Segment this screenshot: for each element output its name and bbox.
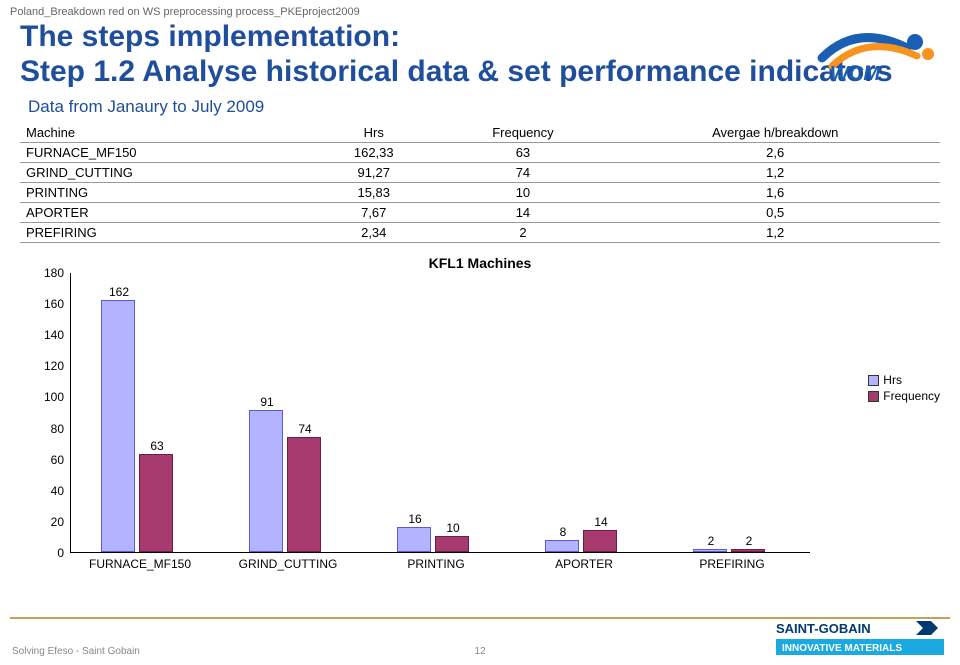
y-tick-label: 40: [20, 484, 64, 498]
table-cell: GRIND_CUTTING: [20, 163, 312, 183]
bar: 2: [731, 549, 765, 552]
bar: 63: [139, 454, 173, 552]
x-category-label: GRIND_CUTTING: [214, 557, 362, 571]
y-tick-label: 60: [20, 453, 64, 467]
y-tick-label: 180: [20, 266, 64, 280]
x-category-label: FURNACE_MF150: [66, 557, 214, 571]
chart-title: KFL1 Machines: [0, 255, 960, 271]
table-cell: 0,5: [610, 203, 940, 223]
chart-plot: 162639174161081422: [70, 273, 810, 553]
bar-value-label: 91: [250, 395, 284, 409]
bar: 8: [545, 540, 579, 552]
table-row: FURNACE_MF150162,33632,6: [20, 143, 940, 163]
table-row: APORTER7,67140,5: [20, 203, 940, 223]
bar: 2: [693, 549, 727, 552]
y-tick-label: 0: [20, 546, 64, 560]
x-category-label: PREFIRING: [658, 557, 806, 571]
data-table: MachineHrsFrequencyAvergae h/breakdown F…: [20, 123, 940, 243]
table-cell: 1,2: [610, 223, 940, 243]
bar-value-label: 63: [140, 439, 174, 453]
bar: 162: [101, 300, 135, 552]
table-cell: 74: [435, 163, 610, 183]
header-path: Poland_Breakdown red on WS preprocessing…: [0, 0, 960, 18]
saint-gobain-logo: SAINT-GOBAIN INNOVATIVE MATERIALS: [776, 619, 946, 659]
bar-value-label: 10: [436, 521, 470, 535]
bar: 74: [287, 437, 321, 552]
table-cell: PRINTING: [20, 183, 312, 203]
bar-value-label: 74: [288, 422, 322, 436]
y-tick-label: 20: [20, 515, 64, 529]
table-header: Frequency: [435, 123, 610, 143]
data-table-wrap: MachineHrsFrequencyAvergae h/breakdown F…: [0, 123, 960, 249]
bar: 14: [583, 530, 617, 552]
table-cell: 2: [435, 223, 610, 243]
table-cell: 14: [435, 203, 610, 223]
table-header: Avergae h/breakdown: [610, 123, 940, 143]
legend-label: Hrs: [883, 373, 902, 387]
bar: 91: [249, 410, 283, 552]
legend-swatch: [868, 391, 879, 402]
chart-legend: Hrs Frequency: [868, 373, 940, 405]
bar: 16: [397, 527, 431, 552]
bar-value-label: 2: [732, 534, 766, 548]
y-tick-label: 140: [20, 328, 64, 342]
y-tick-label: 160: [20, 297, 64, 311]
table-row: GRIND_CUTTING91,27741,2: [20, 163, 940, 183]
table-cell: 7,67: [312, 203, 435, 223]
table-row: PRINTING15,83101,6: [20, 183, 940, 203]
bar-value-label: 16: [398, 512, 432, 526]
legend-item: Frequency: [868, 389, 940, 403]
table-cell: 2,34: [312, 223, 435, 243]
legend-item: Hrs: [868, 373, 940, 387]
y-tick-label: 120: [20, 359, 64, 373]
table-header: Hrs: [312, 123, 435, 143]
svg-text:WCM: WCM: [830, 63, 881, 85]
title-line-2: Step 1.2 Analyse historical data & set p…: [20, 55, 940, 90]
table-cell: APORTER: [20, 203, 312, 223]
bar-value-label: 14: [584, 515, 618, 529]
wcm-logo: WCM: [812, 18, 942, 88]
y-tick-label: 80: [20, 422, 64, 436]
table-header: Machine: [20, 123, 312, 143]
y-tick-label: 100: [20, 390, 64, 404]
table-cell: PREFIRING: [20, 223, 312, 243]
subtitle: Data from Janaury to July 2009: [0, 93, 960, 123]
table-cell: 162,33: [312, 143, 435, 163]
x-category-label: PRINTING: [362, 557, 510, 571]
legend-label: Frequency: [883, 389, 940, 403]
bar-value-label: 162: [102, 285, 136, 299]
chart-area: 020406080100120140160180 162639174161081…: [20, 273, 940, 573]
title-line-1: The steps implementation:: [20, 20, 940, 55]
table-cell: 1,2: [610, 163, 940, 183]
table-cell: 63: [435, 143, 610, 163]
table-cell: 1,6: [610, 183, 940, 203]
table-cell: 2,6: [610, 143, 940, 163]
table-cell: 10: [435, 183, 610, 203]
table-cell: 15,83: [312, 183, 435, 203]
x-category-label: APORTER: [510, 557, 658, 571]
bar-value-label: 8: [546, 525, 580, 539]
bar: 10: [435, 536, 469, 552]
table-cell: 91,27: [312, 163, 435, 183]
table-row: PREFIRING2,3421,2: [20, 223, 940, 243]
svg-text:SAINT-GOBAIN: SAINT-GOBAIN: [776, 621, 871, 636]
table-cell: FURNACE_MF150: [20, 143, 312, 163]
legend-swatch: [868, 375, 879, 386]
svg-text:INNOVATIVE MATERIALS: INNOVATIVE MATERIALS: [782, 643, 902, 654]
bar-value-label: 2: [694, 534, 728, 548]
